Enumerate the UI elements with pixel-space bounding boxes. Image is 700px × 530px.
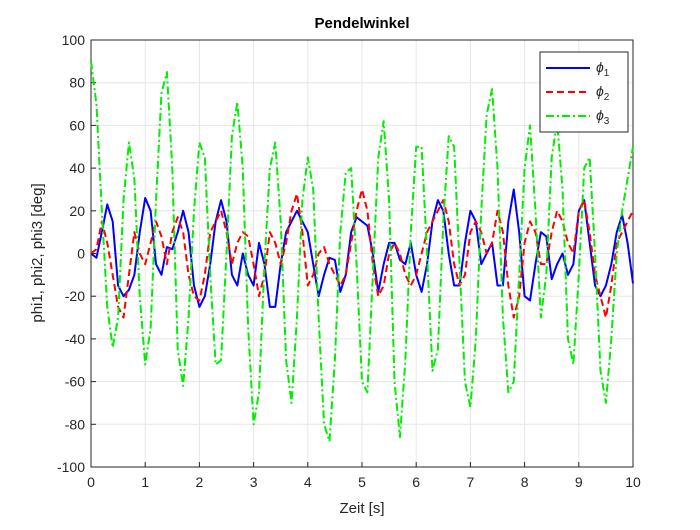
x-tick-label: 9: [575, 474, 583, 490]
y-tick-label: -80: [65, 416, 85, 432]
series-line: [90, 61, 634, 443]
y-tick-label: 40: [69, 160, 85, 176]
x-tick-label: 3: [250, 474, 258, 490]
x-tick-label: 2: [196, 474, 204, 490]
x-tick-label: 0: [87, 474, 95, 490]
x-tick-label: 1: [141, 474, 149, 490]
y-tick-label: 80: [69, 75, 85, 91]
y-tick-label: -20: [65, 288, 85, 304]
y-axis-label: phi1, phi2, phi3 [deg]: [29, 183, 46, 322]
x-tick-label: 4: [304, 474, 312, 490]
x-axis-label: Zeit [s]: [339, 500, 384, 517]
series-line: [90, 188, 634, 308]
y-tick-label: 0: [77, 246, 85, 262]
x-tick-label: 6: [412, 474, 420, 490]
x-tick-label: 5: [358, 474, 366, 490]
legend-label: ϕ2: [596, 83, 610, 103]
y-tick-label: 60: [69, 117, 85, 133]
y-tick-label: 100: [62, 32, 86, 48]
x-tick-label: 8: [521, 474, 529, 490]
series-line: [90, 188, 634, 319]
x-tick-label: 10: [625, 474, 641, 490]
y-tick-label: -60: [65, 374, 85, 390]
legend-label: ϕ1: [596, 59, 610, 79]
y-tick-label: -40: [65, 331, 85, 347]
y-tick-label: -100: [57, 459, 85, 475]
legend-label: ϕ3: [596, 107, 610, 127]
x-tick-label: 7: [467, 474, 475, 490]
y-tick-label: 20: [69, 203, 85, 219]
chart-title: Pendelwinkel: [314, 15, 409, 32]
